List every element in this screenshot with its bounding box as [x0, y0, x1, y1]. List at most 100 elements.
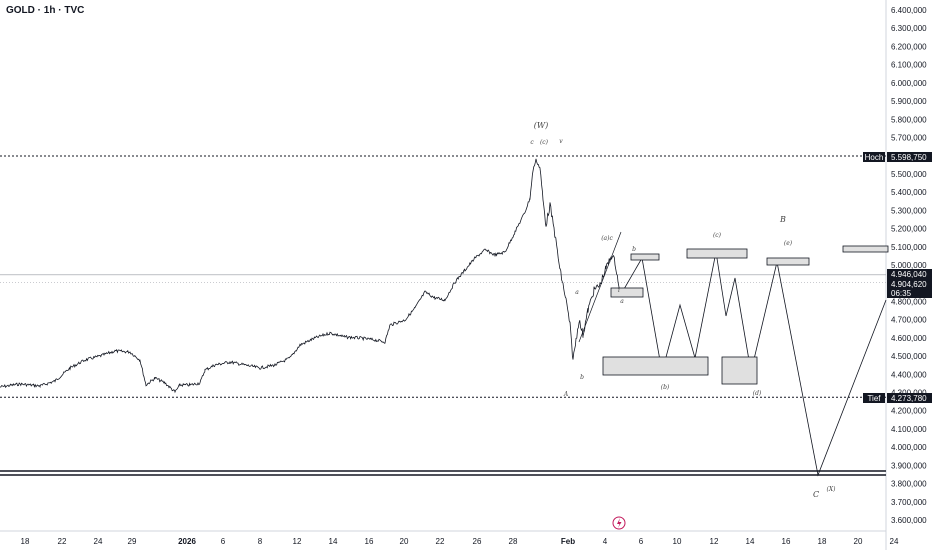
x-tick-label: 2026 — [178, 537, 196, 546]
x-tick-label: 26 — [473, 537, 482, 546]
x-axis-ticks: 18 22 24 29 2026 6 8 12 14 16 20 22 26 28 Feb 4 6 10 12 14 1… — [21, 537, 899, 546]
wave-label: (W) — [534, 121, 548, 130]
x-tick-label: 22 — [58, 537, 67, 546]
y-tick-label: 6.100,000 — [891, 61, 927, 70]
target-box — [766, 257, 810, 266]
wave-label: (X) — [827, 486, 837, 493]
y-tick-label: 3.700,000 — [891, 498, 927, 507]
x-tick-label: 16 — [365, 537, 374, 546]
wave-label: a — [620, 298, 624, 305]
y-tick-label: 5.900,000 — [891, 97, 927, 106]
wave-label: i — [618, 287, 620, 294]
wave-label: a — [575, 289, 579, 296]
y-tick-label: 4.400,000 — [891, 370, 927, 379]
x-tick-label: 29 — [128, 537, 137, 546]
wave-label: b — [580, 374, 584, 381]
y-tick-label: 4.800,000 — [891, 297, 927, 306]
price-tag-bg — [887, 269, 932, 279]
wave-label: C — [813, 490, 819, 499]
wave-label: b — [632, 246, 636, 253]
x-tick-label: 12 — [293, 537, 302, 546]
price-line — [0, 158, 621, 394]
target-box — [602, 356, 709, 376]
target-box — [630, 253, 660, 261]
x-tick-label: 10 — [673, 537, 682, 546]
x-tick-label: 6 — [221, 537, 226, 546]
x-tick-label: 18 — [21, 537, 30, 546]
y-tick-label: 6.000,000 — [891, 79, 927, 88]
price-tag-value: 06:35 — [891, 289, 912, 298]
wave-label: (a)c — [601, 235, 613, 242]
x-tick-label: 24 — [890, 537, 899, 546]
x-tick-label: 14 — [329, 537, 338, 546]
price-tag-bg — [887, 152, 932, 162]
y-tick-label: 6.400,000 — [891, 6, 927, 15]
horizontal-levels — [0, 155, 886, 476]
y-tick-label: 5.100,000 — [891, 243, 927, 252]
lightning-icon[interactable] — [612, 516, 626, 530]
x-tick-label: 22 — [436, 537, 445, 546]
price-tag-value: 4.273,780 — [891, 394, 927, 403]
target-box — [686, 248, 748, 259]
x-tick-label: 20 — [400, 537, 409, 546]
y-tick-label: 5.500,000 — [891, 170, 927, 179]
x-tick-label: 18 — [818, 537, 827, 546]
wave-label: v — [559, 138, 563, 145]
y-tick-label: 6.200,000 — [891, 42, 927, 51]
price-tag-bg — [887, 279, 932, 289]
wave-label: A — [563, 391, 569, 398]
y-tick-label: 6.300,000 — [891, 24, 927, 33]
price-tag-value: 5.598,750 — [891, 153, 927, 162]
wave-label: B — [779, 215, 786, 224]
price-series — [0, 158, 622, 394]
price-tag-label: Tief — [867, 394, 881, 403]
projection-path — [619, 251, 887, 477]
y-tick-label: 5.400,000 — [891, 188, 927, 197]
y-tick-label: 4.700,000 — [891, 316, 927, 325]
target-box — [842, 245, 889, 253]
x-tick-label: 24 — [94, 537, 103, 546]
price-tag-label-bg — [863, 152, 885, 162]
target-box — [721, 356, 758, 385]
y-tick-label: 4.600,000 — [891, 334, 927, 343]
y-tick-label: 4.200,000 — [891, 407, 927, 416]
x-tick-label: 8 — [258, 537, 263, 546]
trend-channel-line — [578, 231, 622, 343]
target-box — [610, 287, 644, 298]
wave-label: c — [530, 139, 534, 146]
x-tick-label: 28 — [509, 537, 518, 546]
wave-projection — [619, 251, 887, 477]
y-tick-label: 4.500,000 — [891, 352, 927, 361]
price-tag-value: 4.904,620 — [891, 280, 927, 289]
price-tag-value: 4.946,040 — [891, 270, 927, 279]
wave-label: (c) — [713, 232, 722, 239]
wave-label: (b) — [661, 384, 670, 391]
y-tick-label: 5.800,000 — [891, 115, 927, 124]
wave-label: (c) — [540, 139, 549, 146]
y-tick-label: 5.200,000 — [891, 225, 927, 234]
wave-label: (e) — [784, 240, 793, 247]
x-tick-label: 20 — [854, 537, 863, 546]
x-tick-label: 6 — [639, 537, 644, 546]
x-tick-label: Feb — [561, 537, 575, 546]
chart-title: GOLD · 1h · TVC — [6, 5, 85, 16]
target-boxes — [602, 245, 889, 385]
y-tick-label: 5.700,000 — [891, 134, 927, 143]
y-tick-label: 5.300,000 — [891, 206, 927, 215]
wave-label: (d) — [753, 390, 762, 397]
price-tag-label: Hoch — [865, 153, 884, 162]
x-tick-label: 12 — [710, 537, 719, 546]
price-tag-label-bg — [863, 393, 885, 403]
y-tick-label: 5.000,000 — [891, 261, 927, 270]
y-tick-label: 3.800,000 — [891, 480, 927, 489]
x-tick-label: 14 — [746, 537, 755, 546]
y-axis-ticks: 6.400,000 6.300,000 6.200,000 6.100,000 6.00… — [891, 6, 927, 525]
price-tag-bg — [887, 393, 932, 403]
price-tag-bg — [887, 288, 932, 298]
x-tick-label: 4 — [603, 537, 608, 546]
y-tick-label: 4.100,000 — [891, 425, 927, 434]
y-tick-label: 3.600,000 — [891, 516, 927, 525]
